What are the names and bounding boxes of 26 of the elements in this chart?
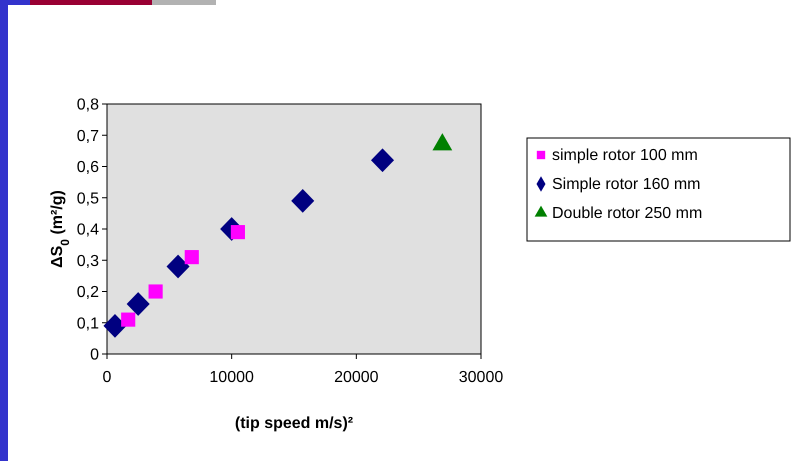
point (370, 148, 394, 172)
point (121, 312, 136, 327)
x-tick-label: 20000 (334, 369, 379, 386)
legend-label: Simple rotor 160 mm (552, 176, 700, 193)
y-tick-label: 0,8 (76, 96, 100, 114)
legend-label: Double rotor 250 mm (552, 205, 702, 222)
y-tick-label: 0,4 (76, 222, 100, 239)
y-tick-label: 0,7 (76, 128, 100, 145)
x-tick-label: 10000 (209, 369, 254, 386)
point (184, 250, 199, 264)
legend-label: simple rotor 100 mm (552, 147, 698, 164)
y-tick-label: 0,2 (76, 284, 100, 302)
x-tick-label: 30000 (458, 369, 504, 386)
y-tick-label: 0,5 (76, 190, 100, 208)
point (166, 254, 190, 278)
y-tick-label: 0 (90, 346, 100, 364)
x-tick-label: 0 (102, 369, 112, 386)
point (291, 189, 314, 213)
y-tick-label: 0,1 (76, 315, 100, 332)
y-tick-label: 0,3 (76, 252, 100, 270)
x-axis-title: (tip speed m/s)² (234, 415, 354, 432)
point (103, 314, 127, 338)
y-tick-label: 0,6 (76, 159, 100, 176)
point (230, 225, 245, 240)
point (148, 284, 163, 299)
point (126, 292, 150, 316)
